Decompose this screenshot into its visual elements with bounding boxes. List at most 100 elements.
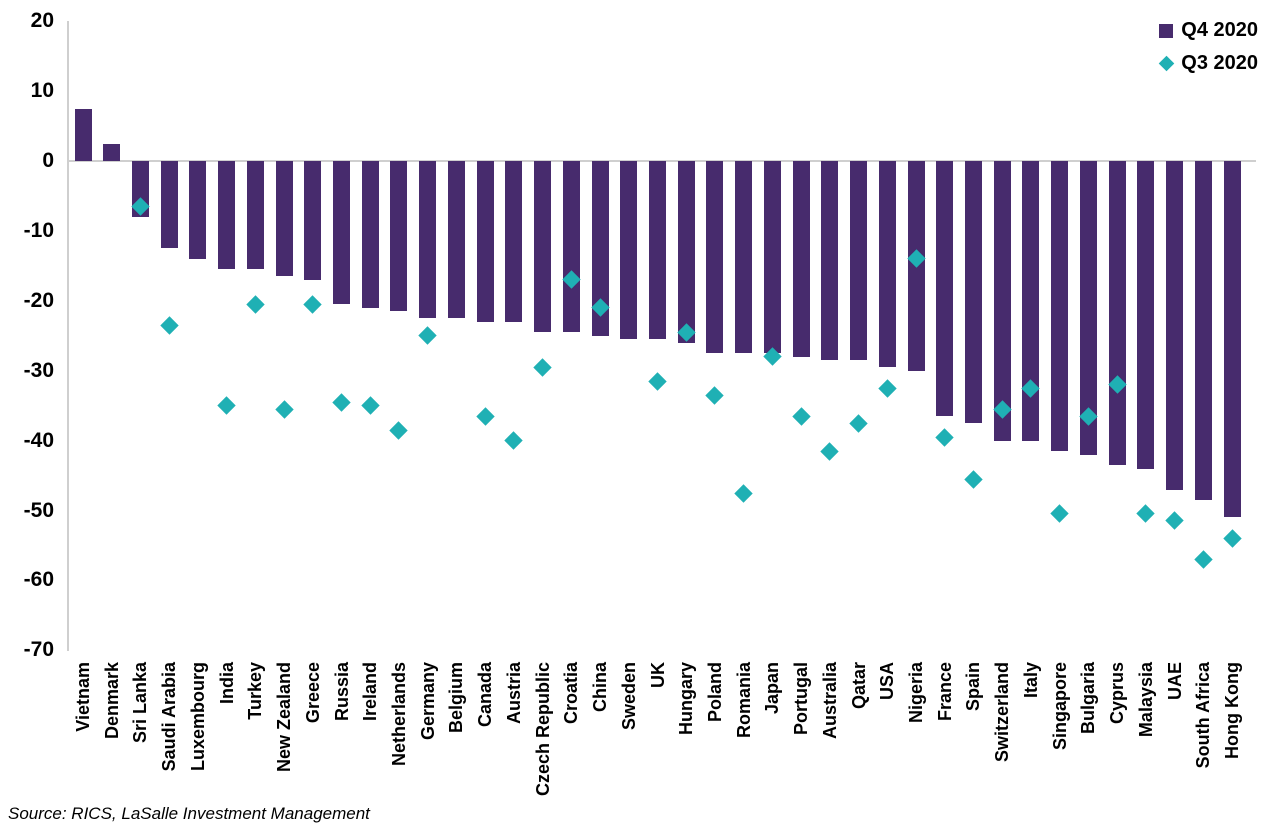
x-axis-label: Singapore <box>1049 662 1070 751</box>
bar-spain <box>964 161 982 424</box>
x-axis-label: India <box>216 662 237 705</box>
x-axis-label: Spain <box>963 662 984 712</box>
x-axis-label: Turkey <box>245 662 266 720</box>
bar-japan <box>763 161 781 354</box>
y-tick-label: 20 <box>30 9 54 33</box>
marker-portugal <box>791 406 811 426</box>
bar-bulgaria <box>1079 161 1097 455</box>
x-axis-label: UK <box>647 662 668 688</box>
bar-india <box>218 161 236 270</box>
marker-france <box>935 427 954 447</box>
marker-canada <box>475 406 495 426</box>
x-axis-label: USA <box>877 662 898 701</box>
bar-luxembourg <box>189 161 207 259</box>
bar-turkey <box>246 161 264 270</box>
marker-hong-kong <box>1222 529 1242 548</box>
marker-greece <box>303 295 322 314</box>
y-tick-label: -20 <box>23 288 54 312</box>
x-axis-label: Czech Republic <box>532 662 553 797</box>
marker-romania <box>734 483 753 503</box>
x-axis-label: Nigeria <box>906 662 927 724</box>
bar-czech-republic <box>534 161 552 333</box>
bar-uae <box>1166 161 1184 490</box>
x-axis-label: Belgium <box>446 662 467 734</box>
legend: Q4 2020 Q3 2020 <box>1158 14 1258 80</box>
bar-canada <box>476 161 494 322</box>
y-tick-label: -70 <box>23 638 54 662</box>
x-axis-label: Canada <box>475 662 496 728</box>
bar-vietnam <box>74 108 92 161</box>
marker-qatar <box>849 413 868 433</box>
y-tick-label: -10 <box>23 218 54 242</box>
legend-q3-label: Q3 2020 <box>1181 52 1258 74</box>
bar-germany <box>419 161 437 319</box>
x-axis-label: Italy <box>1020 662 1041 699</box>
bar-hong-kong <box>1223 161 1241 518</box>
bar-malaysia <box>1137 161 1155 469</box>
marker-netherlands <box>389 420 409 440</box>
bar-austria <box>505 161 523 322</box>
x-axis-label: Austria <box>503 662 524 725</box>
source-note: Source: RICS, LaSalle Investment Managem… <box>8 804 370 823</box>
x-axis-label: Portugal <box>791 662 812 736</box>
bar-south-africa <box>1194 161 1212 500</box>
marker-germany <box>418 326 437 345</box>
x-axis-label: Cyprus <box>1107 662 1128 725</box>
x-axis-label: Romania <box>733 662 754 739</box>
x-axis-label: Sri Lanka <box>130 662 151 744</box>
bar-portugal <box>792 161 810 357</box>
y-tick-label: -60 <box>23 568 54 592</box>
x-axis-label: Hungary <box>676 662 697 736</box>
x-axis-label: New Zealand <box>274 662 295 773</box>
x-axis-label: Netherlands <box>388 662 409 767</box>
marker-uk <box>648 371 667 391</box>
y-tick-label: 0 <box>42 149 54 172</box>
x-axis-label: Saudi Arabia <box>159 662 180 772</box>
marker-turkey <box>246 295 265 314</box>
y-tick-label: -40 <box>23 428 54 452</box>
bar-croatia <box>562 161 580 333</box>
x-axis-label: Croatia <box>561 662 582 725</box>
x-axis-label: UAE <box>1164 662 1185 701</box>
bar-china <box>591 161 609 336</box>
marker-austria <box>504 431 524 450</box>
marker-singapore <box>1050 504 1069 524</box>
bar-qatar <box>850 161 868 361</box>
x-axis-label: Japan <box>762 662 783 715</box>
x-axis-label: Vietnam <box>73 662 93 732</box>
marker-usa <box>878 378 897 398</box>
y-tick-label: -30 <box>23 358 54 382</box>
bar-sweden <box>620 161 638 340</box>
bar-singapore <box>1051 161 1069 452</box>
x-axis-label: Luxembourg <box>187 662 208 772</box>
marker-new-zealand <box>274 399 294 419</box>
x-axis-label: Russia <box>331 662 352 722</box>
marker-ireland <box>361 396 380 415</box>
x-axis-label: Malaysia <box>1135 662 1156 738</box>
marker-malaysia <box>1136 504 1156 524</box>
marker-uae <box>1165 511 1184 531</box>
legend-q3-diamond-icon <box>1158 55 1175 72</box>
bar-netherlands <box>390 161 408 312</box>
bar-greece <box>304 161 322 280</box>
bar-hungary <box>677 161 695 343</box>
x-axis-label: Hong Kong <box>1222 662 1242 759</box>
x-axis-label: France <box>934 662 955 722</box>
marker-czech-republic <box>533 358 552 377</box>
bar-russia <box>333 161 351 305</box>
bar-poland <box>706 161 724 354</box>
marker-russia <box>332 392 351 412</box>
bar-saudi-arabia <box>160 161 178 249</box>
legend-q4-label: Q4 2020 <box>1181 19 1258 41</box>
bar-uk <box>649 161 666 340</box>
x-axis-label: Australia <box>819 662 840 740</box>
bar-usa <box>878 161 896 368</box>
legend-item-q3: Q3 2020 <box>1158 47 1258 80</box>
x-axis-label: Greece <box>302 662 323 724</box>
bar-romania <box>735 161 753 354</box>
marker-india <box>217 396 236 415</box>
bar-ireland <box>361 161 379 308</box>
y-tick-label: -50 <box>23 498 54 522</box>
bar-switzerland <box>993 161 1011 441</box>
bar-cyprus <box>1108 161 1126 466</box>
